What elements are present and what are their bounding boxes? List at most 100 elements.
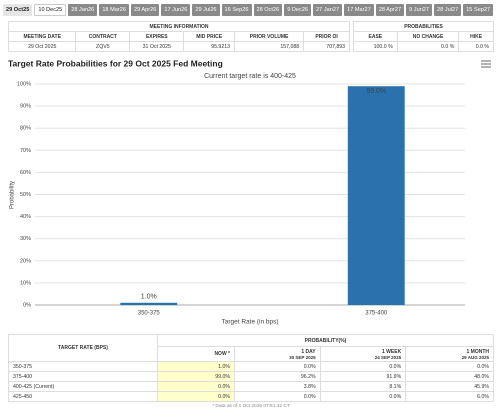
- footnote: * Data as of 1 Oct 2025 07:51:32 CT: [212, 404, 290, 409]
- y-axis-title: Probability: [10, 181, 16, 209]
- cell: 1.0%: [157, 361, 235, 372]
- data-row: 375-400 99.0% 96.2% 91.9% 48.0%: [8, 371, 494, 382]
- table-title: MEETING INFORMATION: [8, 21, 350, 32]
- column-row: NOW * 1 DAY 30 SEP 2025 1 WEEK 24 SEP 2025 1 …: [9, 346, 494, 362]
- cell: 6.0%: [405, 391, 494, 402]
- cell: 99.0%: [157, 371, 235, 382]
- cell: ZQV5: [75, 41, 131, 52]
- menu-icon[interactable]: [481, 60, 491, 68]
- column-header-line: 30 SEP 2025: [289, 354, 316, 360]
- column-header: MEETING DATE: [7, 31, 77, 42]
- data-row: 100.0 % 0.0 % 0.0 %: [353, 41, 494, 52]
- column-header-line: NOW *: [214, 351, 230, 357]
- group-header: PROBABILITY(%): [157, 334, 494, 347]
- column-header: TARGET RATE (BPS): [8, 334, 158, 362]
- column-row: EASE NO CHANGE HIKE: [353, 31, 494, 42]
- tab[interactable]: 18 Mar26: [99, 4, 129, 16]
- cell: 96.2%: [234, 371, 321, 382]
- cell: 48.0%: [405, 371, 494, 382]
- header-row: TARGET RATE (BPS) PROBABILITY(%): [8, 334, 494, 362]
- header-row: MEETING INFORMATION: [8, 21, 350, 32]
- bar: [347, 86, 405, 306]
- y-tick-label: 70%: [20, 148, 31, 154]
- cell: 0.0%: [319, 391, 407, 402]
- cell: 0.0%: [405, 361, 494, 372]
- column-header: PRIOR VOLUME: [233, 31, 305, 42]
- meeting-table: MEETING INFORMATION MEETING DATE CONTRACT E…: [7, 21, 350, 52]
- y-tick-label: 80%: [20, 126, 31, 132]
- cell: 31 Oct 2025: [129, 41, 185, 52]
- data-row: 425-450 0.0% 0.0% 0.0% 6.0%: [8, 391, 494, 402]
- column-header: MID PRICE: [183, 31, 235, 42]
- cell: 707,893: [303, 41, 350, 52]
- x-tick-label: 375-400: [365, 311, 388, 317]
- tab[interactable]: 9 Dec26: [284, 4, 312, 16]
- footnote-row: * Data as of 1 Oct 2025 07:51:32 CT: [9, 402, 494, 412]
- tab[interactable]: 28 Jul27: [434, 4, 462, 16]
- y-tick-label: 60%: [20, 170, 31, 176]
- cell: 0.0 %: [396, 41, 460, 52]
- tab-bar: 29 Oct25 10 Dec25 28 Jan26 18 Mar26 29 Apr26…: [3, 4, 494, 16]
- data-row: 400-425 (Current) 0.0% 3.8% 8.1% 45.9%: [8, 381, 494, 392]
- tab[interactable]: 17 Jun26: [161, 4, 191, 16]
- column-header: 1 MONTH 29 AUG 2025: [405, 346, 494, 362]
- tab[interactable]: 29 Jul26: [192, 4, 220, 16]
- y-tick-label: 50%: [20, 192, 31, 198]
- chart-title: Target Rate Probabilities for 29 Oct 202…: [8, 58, 223, 68]
- column-header: NOW *: [157, 346, 235, 362]
- cell: 45.9%: [405, 381, 494, 392]
- rate-table: TARGET RATE (BPS) PROBABILITY(%) NOW * 1 DA…: [8, 334, 494, 411]
- cell: 375-400: [8, 371, 158, 382]
- value-label: 99.0%: [366, 88, 386, 95]
- column-header-line: 29 AUG 2025: [461, 354, 489, 360]
- cell: 0.0%: [157, 391, 235, 402]
- y-tick-label: 20%: [20, 258, 31, 264]
- data-row: 350-375 1.0% 0.0% 0.0% 0.0%: [8, 361, 494, 372]
- tab[interactable]: 10 Dec25: [34, 4, 67, 16]
- bar: [120, 302, 178, 305]
- x-tick-label: 350-375: [138, 311, 161, 317]
- column-header: NO CHANGE: [396, 31, 460, 42]
- header-row: PROBABILITIES: [353, 21, 494, 32]
- cell: 0.0 %: [458, 41, 494, 52]
- cell: 8.1%: [319, 381, 407, 392]
- tab[interactable]: 15 Sep27: [463, 4, 494, 16]
- column-header-line: 1 WEEK: [382, 348, 402, 355]
- cell: 400-425 (Current): [8, 381, 158, 392]
- cell: 157,088: [233, 41, 305, 52]
- y-tick-label: 40%: [20, 214, 31, 220]
- probabilities-table: PROBABILITIES EASE NO CHANGE HIKE 100.0 % 0.0…: [353, 21, 494, 52]
- column-header: EXPIRES: [129, 31, 185, 42]
- tab[interactable]: 29 Oct25: [3, 4, 33, 16]
- value-label: 1.0%: [141, 294, 157, 301]
- tab[interactable]: 27 Jan27: [313, 4, 343, 16]
- column-header: 1 WEEK 24 SEP 2025: [319, 346, 407, 362]
- tab[interactable]: 16 Sep26: [221, 4, 252, 16]
- tab[interactable]: 28 Oct26: [253, 4, 283, 16]
- column-header-line: 24 SEP 2025: [374, 354, 402, 360]
- x-axis-title: Target Rate (in bps): [221, 319, 278, 326]
- column-header-line: 1 DAY: [301, 348, 316, 355]
- cell: 0.0%: [234, 361, 321, 372]
- cell: 95.9213: [183, 41, 235, 52]
- cell: 350-375: [8, 361, 158, 372]
- tab[interactable]: 28 Apr27: [375, 4, 405, 16]
- y-tick-label: 90%: [20, 104, 31, 110]
- tab[interactable]: 17 Mar27: [344, 4, 374, 16]
- column-header-line: 1 MONTH: [466, 348, 490, 355]
- cell: 0.0%: [157, 381, 235, 392]
- y-tick-label: 10%: [20, 280, 31, 286]
- y-tick-label: 0%: [23, 302, 31, 308]
- tab[interactable]: 9 Jun27: [406, 4, 433, 16]
- column-header: CONTRACT: [75, 31, 131, 42]
- column-header: HIKE: [458, 31, 494, 42]
- tab[interactable]: 29 Apr26: [130, 4, 160, 16]
- table-title: PROBABILITIES: [353, 21, 494, 32]
- cell: 0.0%: [319, 361, 407, 372]
- column-header: PRIOR OI: [303, 31, 350, 42]
- tab[interactable]: 28 Jan26: [68, 4, 98, 16]
- chart-subtitle: Current target rate is 400-425: [204, 73, 296, 80]
- column-row: MEETING DATE CONTRACT EXPIRES MID PRICE PRIO…: [7, 31, 350, 42]
